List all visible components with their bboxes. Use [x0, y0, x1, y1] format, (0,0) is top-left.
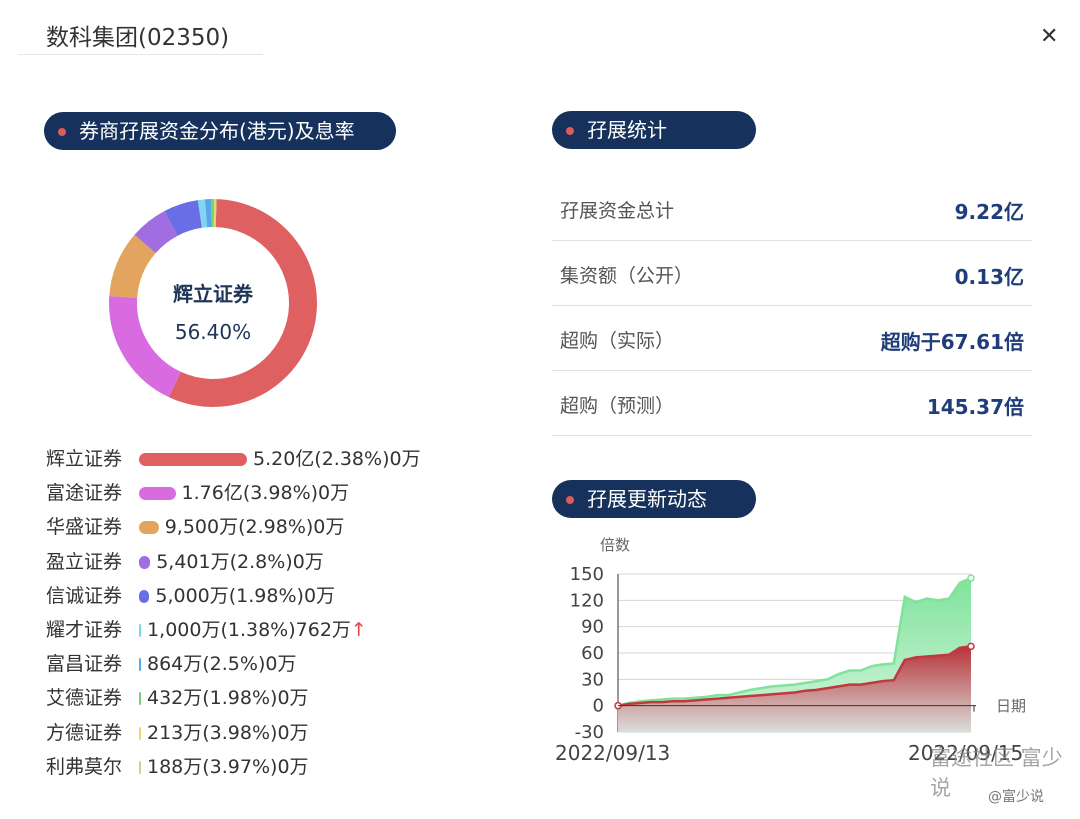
broker-name: 盈立证券 [46, 550, 123, 573]
stat-label: 超购（实际） [560, 330, 675, 352]
broker-name: 艾德证券 [46, 687, 123, 710]
stat-row-oversub-forecast: 超购（预测） 145.37倍 [552, 371, 1032, 436]
title-divider [18, 54, 263, 55]
stat-label: 超购（预测） [560, 395, 675, 417]
series-line-0[interactable] [617, 576, 972, 707]
broker-share-bar [139, 521, 159, 535]
margin-dynamics-chart[interactable]: 倍数 -30 0 30 60 90 120 150 日期 2022/09/13 2022/09/15 [548, 530, 1048, 770]
stat-label: 集资额（公开） [560, 265, 694, 287]
donut-center-percent: 56.40% [174, 320, 252, 344]
y-tick-label: -30 [575, 722, 604, 743]
watermark-text: 富途社区 富少说 [930, 746, 1063, 800]
broker-name: 富昌证券 [46, 653, 123, 676]
broker-value: 432万(1.98%)0万 [147, 687, 309, 710]
broker-share-bar [139, 589, 150, 603]
broker-value: 5,401万(2.8%)0万 [156, 550, 324, 573]
dynamics-section-header: 孖展更新动态 [552, 480, 756, 518]
broker-name: 信诚证券 [46, 584, 123, 607]
y-tick-label: 90 [581, 617, 604, 638]
watermark-handle: @富少说 [988, 789, 1044, 805]
broker-name: 利弗莫尔 [46, 755, 123, 778]
series-area-1 [618, 646, 971, 732]
broker-share-bar [139, 453, 247, 466]
close-icon[interactable]: ✕ [1040, 24, 1059, 49]
broker-share-donut[interactable] [103, 193, 323, 413]
x-tick-label: 2022/09/15 [908, 741, 1023, 765]
broker-value: 5,000万(1.98%)0万 [155, 584, 336, 607]
broker-share-bar [139, 726, 141, 740]
broker-name: 富途证券 [46, 482, 123, 505]
broker-share-bar [139, 658, 141, 672]
broker-name: 方德证券 [46, 721, 123, 744]
distribution-section-title: 券商孖展资金分布(港元)及息率 [79, 119, 355, 143]
broker-share-bar [139, 555, 151, 569]
series-endpoint[interactable] [967, 642, 975, 651]
broker-name: 耀才证券 [46, 619, 123, 641]
distribution-section-header: 券商孖展资金分布(港元)及息率 [44, 112, 396, 150]
broker-name: 辉立证券 [46, 448, 123, 470]
arrow-up-icon: ↑ [350, 619, 367, 641]
stats-table: 孖展资金总计 9.22亿 集资额（公开） 0.13亿 超购（实际） 超购于67.… [552, 176, 1032, 436]
broker-value: 864万(2.5%)0万 [147, 653, 297, 676]
broker-share-bar [139, 487, 176, 501]
broker-share-bar [139, 692, 141, 706]
series-endpoint[interactable] [967, 574, 975, 582]
y-tick-label: 120 [570, 590, 604, 611]
broker-value: 188万(3.97%)0万 [147, 755, 309, 778]
broker-share-bar [139, 760, 141, 774]
stat-row-oversub-actual: 超购（实际） 超购于67.61倍 [552, 306, 1032, 371]
broker-value: 9,500万(2.98%)0万 [164, 516, 345, 539]
page-title: 数科集团(02350) [46, 25, 230, 51]
y-tick-label: 0 [593, 696, 604, 717]
y-tick-label: 30 [581, 669, 604, 690]
broker-value: 213万(3.98%)0万 [147, 721, 309, 744]
stats-section-title: 孖展统计 [587, 118, 667, 142]
bullet-dot-icon [566, 496, 574, 504]
broker-name: 华盛证券 [46, 516, 123, 539]
bullet-dot-icon [566, 127, 574, 135]
x-axis-label: 日期 [996, 697, 1026, 715]
stat-row-total: 孖展资金总计 9.22亿 [552, 176, 1032, 241]
stat-value: 超购于67.61倍 [880, 330, 1024, 354]
stat-value: 145.37倍 [926, 395, 1024, 419]
broker-value: 1,000万(1.38%)762万↑ [147, 619, 367, 641]
broker-value: 5.20亿(2.38%)0万 [253, 448, 421, 470]
broker-share-bar [139, 624, 142, 637]
stats-section-header: 孖展统计 [552, 111, 756, 149]
donut-slice-1[interactable] [109, 199, 317, 407]
y-axis-label: 倍数 [600, 536, 630, 554]
stat-value: 9.22亿 [954, 200, 1024, 224]
x-tick-label: 2022/09/13 [555, 741, 670, 765]
dynamics-section-title: 孖展更新动态 [587, 487, 707, 511]
stat-row-public-raise: 集资额（公开） 0.13亿 [552, 241, 1032, 306]
donut-slice-0[interactable] [109, 199, 317, 407]
stat-label: 孖展资金总计 [560, 200, 675, 222]
bullet-dot-icon [58, 128, 66, 136]
series-line-1[interactable] [617, 645, 972, 707]
broker-value: 1.76亿(3.98%)0万 [181, 482, 350, 505]
donut-center-name: 辉立证券 [173, 282, 253, 306]
stat-value: 0.13亿 [954, 265, 1024, 289]
y-tick-label: 60 [581, 643, 604, 664]
y-tick-label: 150 [570, 564, 604, 585]
